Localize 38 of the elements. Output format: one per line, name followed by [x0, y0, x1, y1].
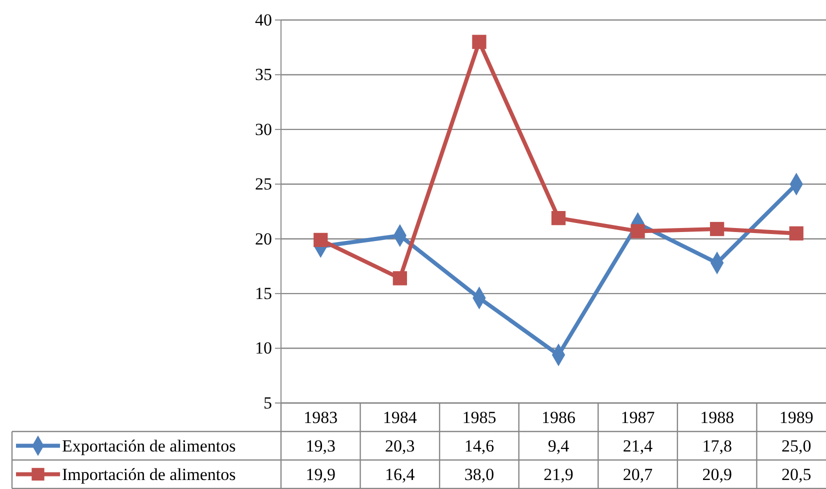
- data-label: 19,9: [306, 465, 336, 484]
- legend-label: Importación de alimentos: [62, 465, 236, 484]
- y-tick-label: 20: [255, 229, 272, 248]
- y-tick-label: 35: [255, 65, 272, 84]
- point: [314, 232, 328, 248]
- data-label: 20,9: [702, 465, 732, 484]
- data-label: 21,9: [544, 465, 574, 484]
- data-label: 25,0: [781, 436, 812, 456]
- data-label: 19,3: [306, 436, 336, 456]
- x-tick-label: 1986: [542, 408, 576, 428]
- point: [472, 34, 486, 49]
- data-label: 20,7: [622, 465, 654, 484]
- y-tick-label: 5: [264, 393, 272, 412]
- y-tick-label: 30: [255, 120, 272, 139]
- point: [392, 271, 407, 286]
- x-tick-label: 1985: [462, 408, 496, 428]
- y-tick-label: 25: [255, 174, 272, 194]
- y-tick-label: 15: [255, 284, 272, 304]
- point: [710, 222, 724, 236]
- data-label: 14,6: [464, 436, 494, 456]
- data-label: 17,8: [702, 436, 732, 456]
- y-tick-label: 10: [255, 338, 272, 358]
- data-label: 21,4: [622, 436, 654, 456]
- point: [789, 226, 804, 240]
- x-tick-label: 1983: [304, 408, 338, 428]
- x-tick-label: 1988: [700, 408, 734, 428]
- legend-label: Exportación de alimentos: [62, 436, 236, 456]
- data-label: 20,3: [385, 436, 415, 456]
- data-label: 20,5: [781, 465, 812, 484]
- data-label: 16,4: [385, 465, 416, 484]
- x-tick-label: 1989: [779, 408, 814, 428]
- point: [630, 224, 645, 238]
- data-label: 9,4: [548, 436, 570, 456]
- data-label: 38,0: [464, 465, 494, 484]
- x-tick-label: 1987: [620, 408, 656, 428]
- y-tick-label: 40: [255, 10, 272, 30]
- point: [551, 210, 566, 226]
- x-tick-label: 1984: [382, 408, 418, 428]
